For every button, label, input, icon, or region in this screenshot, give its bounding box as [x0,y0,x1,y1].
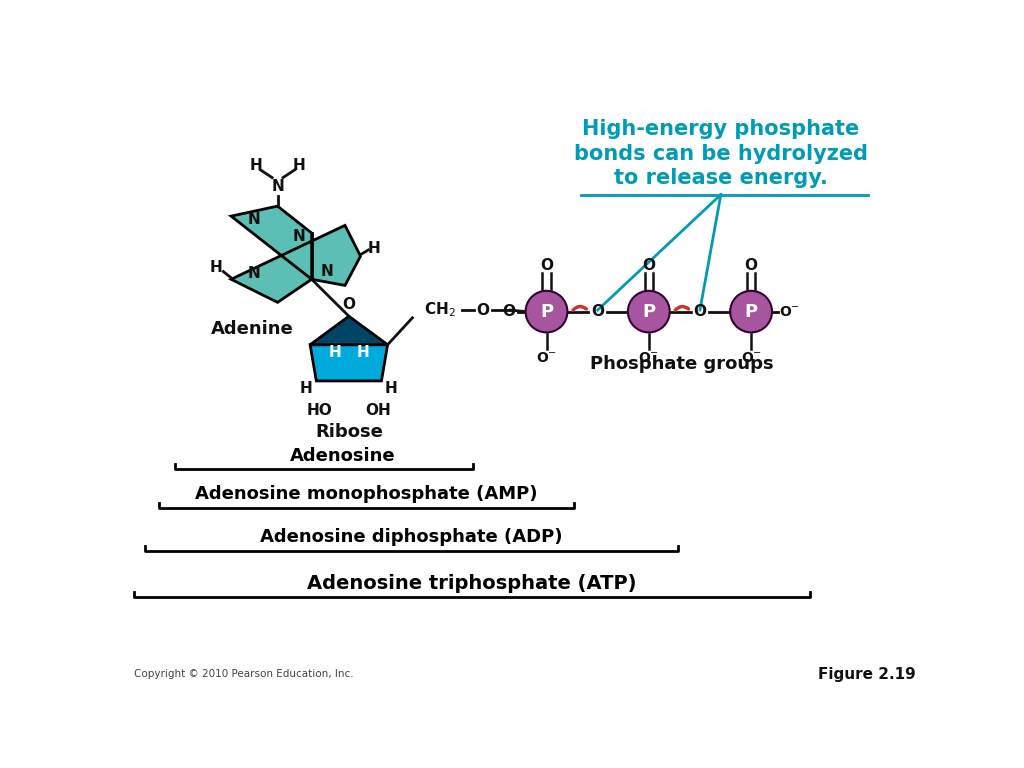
Text: P: P [642,303,655,320]
Text: O: O [540,258,553,273]
Text: Phosphate groups: Phosphate groups [590,355,774,373]
Polygon shape [231,206,360,303]
Text: H: H [250,157,262,173]
Text: H: H [209,260,222,275]
Text: High-energy phosphate: High-energy phosphate [583,119,859,139]
Text: O: O [693,304,707,319]
Circle shape [628,291,670,333]
Text: to release energy.: to release energy. [614,168,827,188]
Polygon shape [310,316,388,345]
Text: O: O [342,297,355,312]
Circle shape [525,291,567,333]
Text: O$^{-}$: O$^{-}$ [778,305,800,319]
Polygon shape [310,345,388,381]
Text: N: N [292,230,305,244]
Text: H: H [300,381,312,396]
Text: Adenosine triphosphate (ATP): Adenosine triphosphate (ATP) [307,574,637,593]
Text: N: N [248,266,261,280]
Text: H: H [368,241,381,256]
Text: O$^{-}$: O$^{-}$ [638,351,659,365]
Text: CH$_2$: CH$_2$ [424,301,457,319]
Text: O: O [502,304,515,319]
Text: Adenosine monophosphate (AMP): Adenosine monophosphate (AMP) [195,485,538,503]
Text: N: N [321,264,334,279]
Text: H: H [356,345,370,360]
Text: H: H [385,381,398,396]
Text: Copyright © 2010 Pearson Education, Inc.: Copyright © 2010 Pearson Education, Inc. [134,669,354,679]
Text: O: O [591,304,604,319]
Text: Adenosine: Adenosine [290,447,396,465]
Text: N: N [271,180,284,194]
Text: HO: HO [306,402,333,418]
Text: P: P [744,303,758,320]
Text: H: H [329,345,341,360]
Text: Ribose: Ribose [315,422,383,441]
Text: OH: OH [366,402,391,418]
Text: O: O [744,258,758,273]
Text: O: O [476,303,489,318]
Text: O$^{-}$: O$^{-}$ [536,351,557,365]
Text: bonds can be hydrolyzed: bonds can be hydrolyzed [573,144,868,164]
Text: O$^{-}$: O$^{-}$ [740,351,762,365]
Text: P: P [540,303,553,320]
Text: Figure 2.19: Figure 2.19 [817,667,915,682]
Text: O: O [642,258,655,273]
Text: N: N [248,213,261,227]
Text: H: H [293,157,305,173]
Circle shape [730,291,772,333]
Text: Adenosine diphosphate (ADP): Adenosine diphosphate (ADP) [260,528,563,546]
Text: Adenine: Adenine [211,320,293,339]
